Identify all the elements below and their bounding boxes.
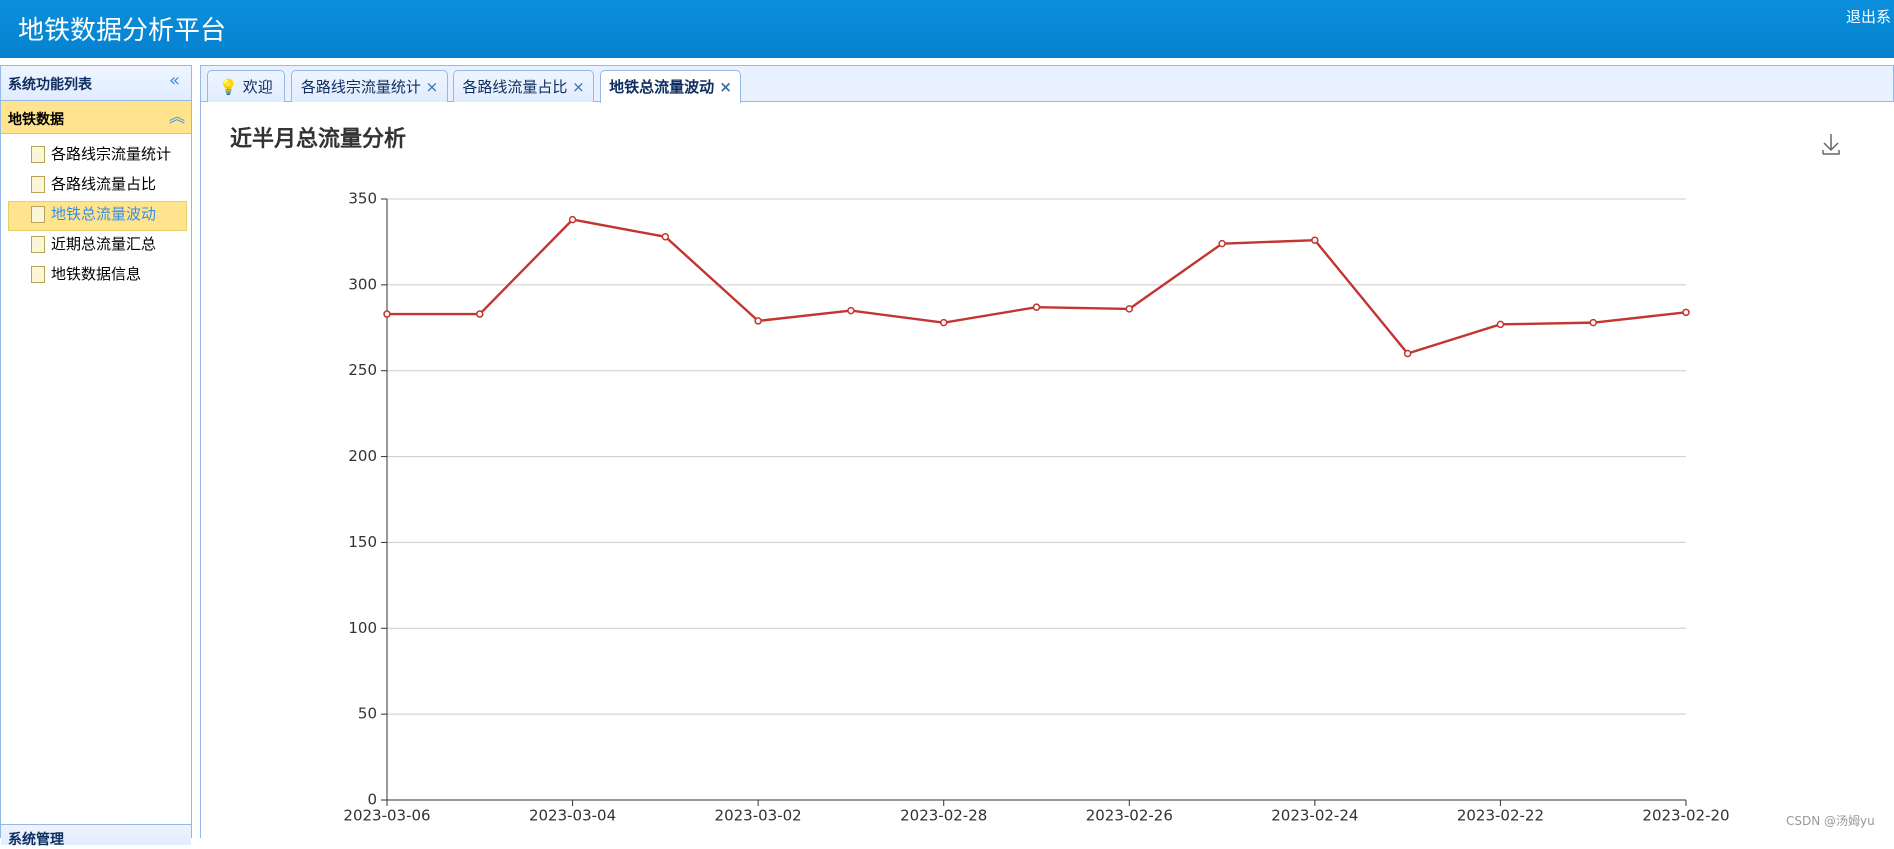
point [476, 310, 484, 318]
sidebar-header: 系统功能列表 « [1, 66, 191, 101]
next-group[interactable]: 系统管理 [1, 824, 191, 848]
y-tick-label: 300 [348, 275, 377, 293]
point [1125, 305, 1134, 313]
tab[interactable]: 💡 欢迎 [207, 70, 285, 102]
logout[interactable]: 退出系 [1846, 8, 1892, 26]
menu-item[interactable]: 地铁数据信息 [31, 260, 141, 288]
y-tick-label: 250 [348, 361, 377, 379]
collapse-button[interactable]: « [169, 70, 181, 91]
x-tick-label: 2023-02-24 [1271, 807, 1358, 825]
y-tick-label: 50 [358, 705, 377, 723]
tab-label: 各路线流量占比 [462, 78, 568, 96]
point [1403, 349, 1412, 358]
x-tick-label: 2023-03-04 [529, 807, 616, 825]
x-tick-label: 2023-03-06 [343, 807, 430, 825]
header: 地铁数据分析平台 退出系 [0, 0, 1894, 58]
point [1589, 318, 1597, 327]
y-tick-label: 350 [348, 190, 377, 208]
group-toggle[interactable]: ︽ [169, 107, 186, 126]
point [1496, 320, 1505, 329]
app-title: 地铁数据分析平台 [18, 16, 227, 46]
menu-item[interactable]: 近期总流量汇总 [31, 230, 156, 258]
point [1682, 308, 1690, 317]
content [200, 101, 1894, 838]
x-tick-label: 2023-03-02 [715, 807, 802, 825]
group-header[interactable]: 地铁数据 ︽ [1, 101, 191, 134]
x-tick-label: 2023-02-20 [1642, 807, 1729, 825]
point [1218, 239, 1226, 248]
sidebar: 系统功能列表 « 地铁数据 ︽ 各路线宗流量统计 各路线流量占比 地铁总流量波动… [0, 65, 192, 848]
x-tick-label: 2023-02-26 [1086, 807, 1173, 825]
line [387, 218, 1687, 355]
download-icon[interactable] [1822, 134, 1840, 155]
x-tick-label: 2023-02-22 [1457, 807, 1544, 825]
point [754, 317, 762, 325]
tab[interactable]: 各路线流量占比 × [453, 70, 594, 102]
y-tick-label: 150 [348, 533, 377, 551]
tab-active[interactable]: 地铁总流量波动 × [600, 70, 741, 103]
tab-label: 欢迎 [242, 78, 273, 96]
point [1311, 236, 1319, 244]
y-tick-label: 200 [348, 447, 377, 465]
point [1032, 303, 1041, 311]
point [383, 310, 391, 318]
x-tick-label: 2023-02-28 [900, 807, 987, 825]
y-tick-label: 0 [367, 791, 377, 809]
next-group-title: 系统管理 [8, 832, 64, 848]
group-title: 地铁数据 [8, 112, 64, 128]
tab[interactable]: 各路线宗流量统计 × [291, 70, 448, 102]
menu-item[interactable]: 地铁总流量波动 [31, 200, 156, 228]
chart-title: 近半月总流量分析 [230, 126, 406, 152]
point [939, 318, 948, 327]
watermark: CSDN @汤姆yu [1786, 814, 1875, 828]
point [568, 215, 577, 224]
menu-item[interactable]: 各路线宗流量统计 [31, 140, 171, 168]
y-tick-label: 100 [348, 619, 377, 637]
sidebar-title: 系统功能列表 [8, 77, 92, 93]
tab-label: 地铁总流量波动 [609, 78, 715, 96]
menu-item[interactable]: 各路线流量占比 [31, 170, 156, 198]
chart: 近半月总流量分析 0 50 100 150 200 250 300 350 2023-03-06… [230, 126, 1840, 825]
tab-label: 各路线宗流量统计 [300, 78, 421, 96]
point [661, 233, 670, 241]
point [847, 306, 855, 315]
